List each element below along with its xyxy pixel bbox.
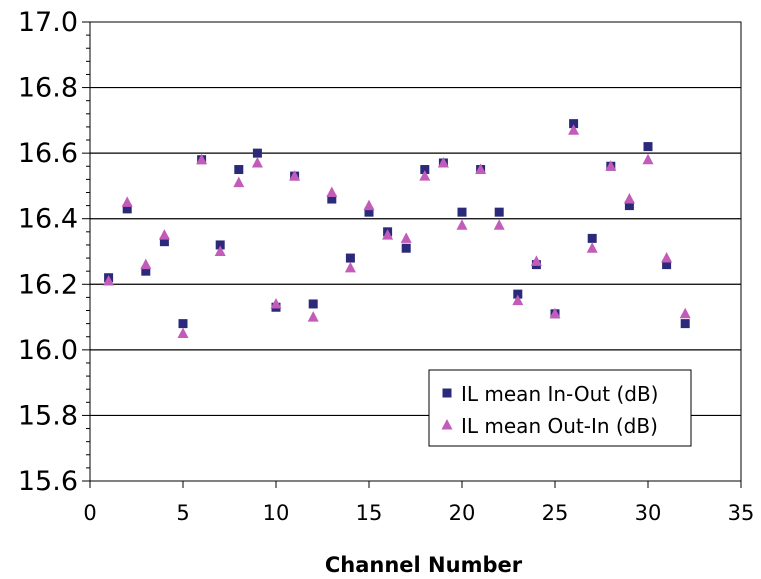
data-point-triangle xyxy=(158,229,170,240)
data-point-triangle xyxy=(400,232,412,243)
x-tick-label: 20 xyxy=(449,501,476,525)
data-point-triangle xyxy=(103,275,115,286)
legend-marker xyxy=(441,419,453,430)
x-tick-label: 25 xyxy=(542,501,569,525)
data-point-square xyxy=(327,194,337,204)
data-point-triangle xyxy=(251,156,263,168)
data-point-triangle xyxy=(456,219,468,230)
data-point-triangle xyxy=(419,170,431,181)
data-point-triangle xyxy=(344,261,356,273)
data-point-triangle xyxy=(233,176,245,188)
x-tick-label: 5 xyxy=(176,501,189,525)
data-point-triangle xyxy=(549,307,561,319)
data-point-square xyxy=(587,233,597,243)
data-point-square xyxy=(643,142,653,152)
data-point-triangle xyxy=(326,186,338,197)
x-axis: 0 5 10 15 20 25 30 35 xyxy=(83,481,754,525)
y-tick-label: 16.4 xyxy=(18,204,78,235)
data-point-square xyxy=(234,165,244,175)
data-point-triangle xyxy=(177,327,189,338)
x-tick-label: 35 xyxy=(728,501,755,525)
data-point-triangle xyxy=(289,170,301,181)
data-point-triangle xyxy=(605,160,617,171)
y-tick-label: 16.6 xyxy=(18,138,78,169)
data-point-square xyxy=(215,240,225,250)
x-axis-label: Channel Number xyxy=(325,553,523,577)
data-point-square xyxy=(252,148,262,158)
data-point-square xyxy=(364,207,374,217)
legend-label: IL mean In-Out (dB) xyxy=(461,382,658,406)
y-tick-label: 16.2 xyxy=(18,269,78,300)
data-point-square xyxy=(159,237,169,247)
data-point-square xyxy=(178,319,188,329)
x-tick-label: 0 xyxy=(83,501,96,525)
y-minor-ticks xyxy=(86,34,90,469)
data-point-triangle xyxy=(140,258,152,270)
data-point-square xyxy=(457,207,467,217)
legend-label: IL mean Out-In (dB) xyxy=(461,414,658,438)
legend-marker xyxy=(442,388,452,398)
data-point-triangle xyxy=(679,307,691,319)
data-point-triangle xyxy=(493,219,505,230)
data-point-triangle xyxy=(121,196,133,207)
data-point-triangle xyxy=(214,245,226,256)
data-point-square xyxy=(680,319,690,329)
data-point-triangle xyxy=(530,255,542,266)
series-layer xyxy=(103,119,691,338)
data-point-triangle xyxy=(475,163,487,175)
y-tick-label: 15.6 xyxy=(18,466,78,497)
legend: IL mean In-Out (dB) IL mean Out-In (dB) xyxy=(428,369,692,447)
y-tick-label: 17.0 xyxy=(18,7,78,38)
x-tick-label: 10 xyxy=(263,501,290,525)
data-point-square xyxy=(494,207,504,217)
data-point-triangle xyxy=(363,199,375,211)
data-point-square xyxy=(569,119,579,129)
data-point-square xyxy=(122,204,132,214)
data-point-triangle xyxy=(661,252,673,263)
data-point-triangle xyxy=(512,294,524,306)
x-tick-label: 30 xyxy=(635,501,662,525)
data-point-triangle xyxy=(586,242,598,253)
y-tick-label: 16.8 xyxy=(18,73,78,104)
data-point-triangle xyxy=(568,124,580,135)
data-point-square xyxy=(513,289,523,299)
y-tick-label: 15.8 xyxy=(18,400,78,431)
data-point-square xyxy=(401,243,411,253)
x-tick-label: 15 xyxy=(356,501,383,525)
data-point-square xyxy=(141,266,151,276)
data-point-square xyxy=(345,253,355,263)
plot-area xyxy=(89,21,742,482)
data-point-triangle xyxy=(437,156,449,168)
data-point-triangle xyxy=(623,193,635,204)
data-point-triangle xyxy=(307,311,319,322)
legend-box xyxy=(428,369,692,447)
data-point-square xyxy=(662,260,672,270)
data-point-square xyxy=(308,299,318,309)
y-tick-label: 16.0 xyxy=(18,335,78,366)
series-1 xyxy=(104,119,690,329)
data-point-square xyxy=(420,165,430,175)
grid-lines xyxy=(90,86,741,417)
data-point-square xyxy=(624,201,634,211)
data-point-triangle xyxy=(642,153,654,165)
data-point-triangle xyxy=(382,229,394,240)
data-point-triangle xyxy=(196,153,208,165)
data-point-triangle xyxy=(270,297,282,309)
y-axis: 15.6 15.8 16.0 16.2 16.4 16.6 16.8 17.0 xyxy=(18,7,90,497)
series-2 xyxy=(103,124,691,338)
